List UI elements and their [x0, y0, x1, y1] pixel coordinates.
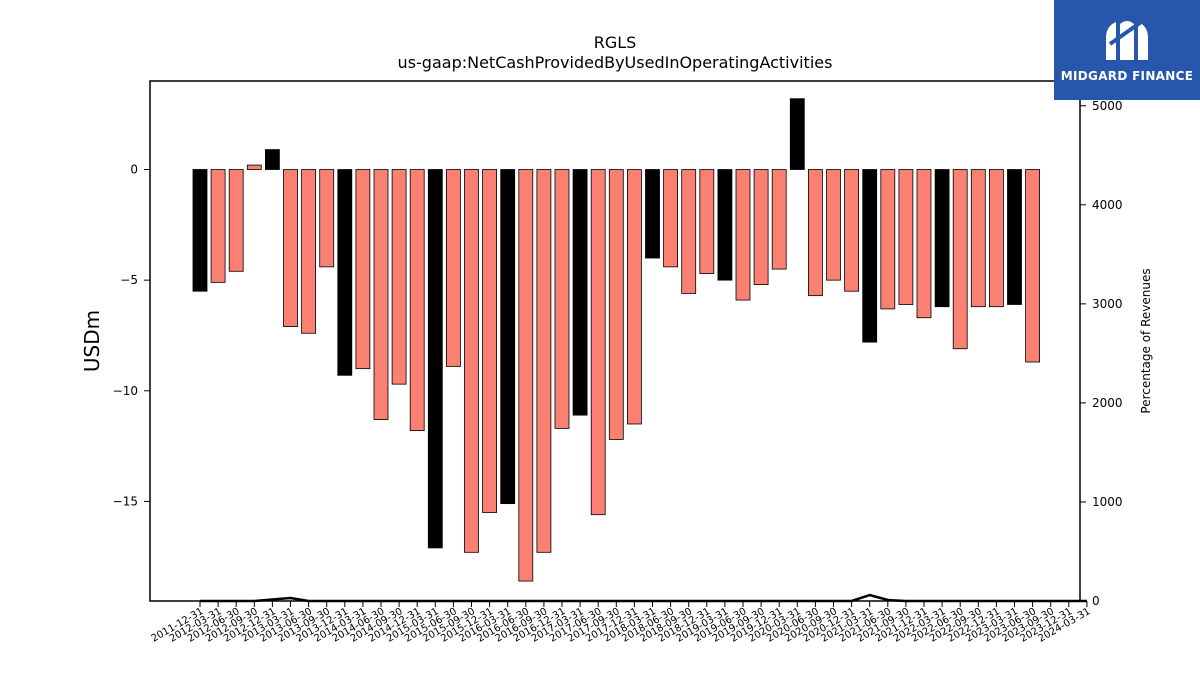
- bar: [862, 169, 878, 343]
- bar: [880, 169, 896, 310]
- bar: [645, 169, 660, 259]
- bar: [1007, 169, 1022, 305]
- y2-tick-label: 5000: [1092, 99, 1123, 113]
- bar: [934, 169, 950, 308]
- bar: [627, 169, 642, 425]
- y2-tick-label: 3000: [1092, 297, 1123, 311]
- bar: [355, 169, 371, 370]
- bar: [753, 169, 769, 285]
- bar: [210, 169, 226, 283]
- y-axis-ticks: 0 −5 −10 −15: [113, 163, 150, 508]
- bar: [518, 169, 534, 582]
- bar: [789, 98, 805, 170]
- bar: [826, 169, 841, 281]
- bar: [1025, 169, 1040, 363]
- bar: [590, 169, 606, 516]
- bar: [409, 169, 425, 432]
- bar: [319, 169, 335, 268]
- bar: [717, 169, 733, 281]
- y2-tick-label: 1000: [1092, 495, 1123, 509]
- plot-frame: [149, 80, 1081, 602]
- bar: [771, 169, 787, 270]
- y2-tick-label: 2000: [1092, 396, 1123, 410]
- bar: [536, 169, 552, 553]
- y-tick-label: −10: [113, 384, 138, 398]
- bar: [283, 169, 298, 328]
- bar: [500, 169, 516, 505]
- line-group: [200, 593, 1087, 603]
- bar: [337, 169, 353, 376]
- bar: [989, 169, 1004, 308]
- line-series: [200, 593, 1087, 603]
- bar: [898, 169, 914, 305]
- y2-tick-label: 4000: [1092, 198, 1123, 212]
- y2-axis-label: Percentage of Revenues: [1139, 268, 1153, 413]
- y-axis-label: USDm: [80, 310, 104, 372]
- y-tick-label: −5: [120, 273, 138, 287]
- bar: [808, 169, 823, 297]
- bar: [192, 169, 208, 292]
- bar: [572, 169, 588, 416]
- chart-subtitle: us-gaap:NetCashProvidedByUsedInOperating…: [398, 53, 833, 72]
- bar: [373, 169, 389, 420]
- logo-text: MIDGARD FINANCE: [1060, 69, 1194, 83]
- bar: [264, 149, 280, 170]
- bar: [844, 169, 859, 292]
- chart-title: RGLS: [594, 33, 637, 52]
- bar: [663, 169, 678, 268]
- bar: [445, 169, 461, 367]
- bar: [554, 169, 570, 429]
- bar: [246, 164, 262, 170]
- bar: [681, 169, 697, 294]
- bars-group: [192, 98, 1040, 582]
- bar: [464, 169, 479, 553]
- bar: [482, 169, 498, 513]
- midgard-finance-logo: MIDGARD FINANCE: [1054, 0, 1200, 100]
- midgard-logo-icon: [1106, 18, 1148, 60]
- y-tick-label: −15: [113, 494, 138, 508]
- bar: [916, 169, 932, 319]
- bar: [970, 169, 986, 308]
- bar: [952, 169, 968, 350]
- y2-tick-label: 0: [1092, 594, 1100, 608]
- bar: [391, 169, 407, 385]
- y-tick-label: 0: [130, 163, 138, 177]
- bar: [228, 169, 244, 272]
- x-axis-ticks: 2011-12-312012-03-312012-06-302012-09-30…: [150, 601, 1092, 645]
- bar: [301, 169, 317, 334]
- bar: [427, 169, 443, 549]
- bar: [699, 169, 715, 274]
- y2-axis-ticks: 0 1000 2000 3000 4000 5000: [1080, 99, 1123, 608]
- bar: [735, 169, 751, 301]
- bar: [608, 169, 624, 440]
